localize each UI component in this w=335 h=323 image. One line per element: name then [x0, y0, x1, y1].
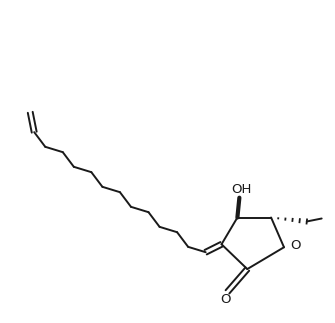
Text: O: O — [291, 239, 301, 252]
Text: O: O — [220, 293, 231, 306]
Text: OH: OH — [231, 183, 252, 196]
